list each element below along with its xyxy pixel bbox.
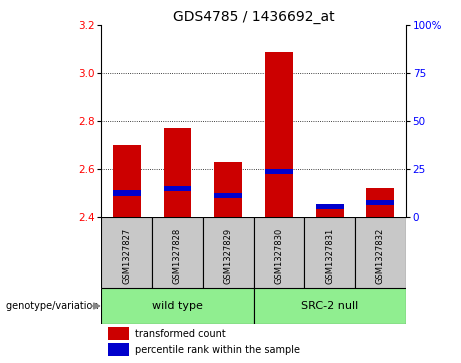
Text: GSM1327829: GSM1327829	[224, 228, 233, 284]
Bar	[164, 129, 191, 217]
Text: genotype/variation: genotype/variation	[6, 301, 101, 311]
Bar	[107, 343, 130, 356]
Bar	[304, 217, 355, 288]
Bar	[316, 207, 343, 217]
Bar	[101, 288, 254, 324]
Text: transformed count: transformed count	[136, 329, 226, 339]
Text: percentile rank within the sample: percentile rank within the sample	[136, 345, 301, 355]
Text: GSM1327831: GSM1327831	[325, 228, 334, 284]
Text: GSM1327830: GSM1327830	[274, 228, 284, 284]
Bar	[355, 217, 406, 288]
Text: GSM1327827: GSM1327827	[122, 228, 131, 284]
Text: SRC-2 null: SRC-2 null	[301, 301, 358, 311]
Bar	[107, 327, 130, 340]
Bar	[366, 200, 394, 205]
Bar	[366, 188, 394, 217]
Text: GSM1327832: GSM1327832	[376, 228, 385, 284]
Bar	[113, 145, 141, 217]
Bar	[265, 169, 293, 174]
Title: GDS4785 / 1436692_at: GDS4785 / 1436692_at	[173, 11, 334, 24]
Bar	[113, 191, 141, 196]
Bar	[164, 185, 191, 191]
Text: wild type: wild type	[152, 301, 203, 311]
Text: GSM1327828: GSM1327828	[173, 228, 182, 284]
Bar	[316, 204, 343, 209]
Bar	[152, 217, 203, 288]
Bar	[214, 162, 242, 217]
Bar	[101, 217, 152, 288]
Bar	[203, 217, 254, 288]
Bar	[265, 52, 293, 217]
Bar	[214, 193, 242, 198]
Bar	[254, 288, 406, 324]
Bar	[254, 217, 304, 288]
